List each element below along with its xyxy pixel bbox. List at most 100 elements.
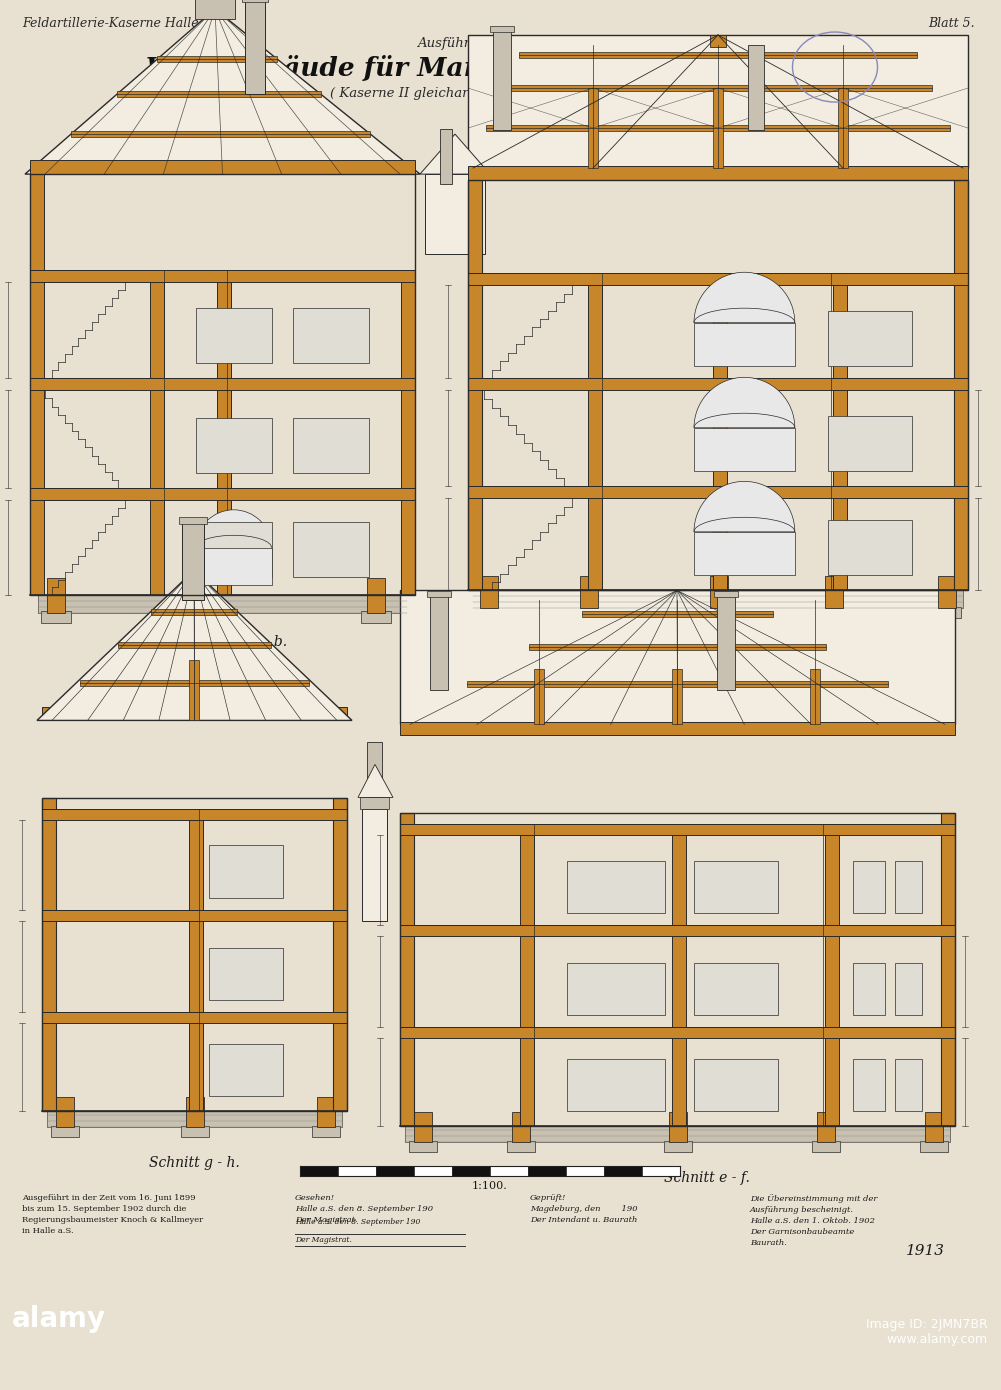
Bar xyxy=(30,174,44,595)
Bar xyxy=(245,0,265,95)
Bar xyxy=(401,270,415,595)
Bar xyxy=(694,428,795,471)
Bar xyxy=(820,607,848,619)
Bar xyxy=(400,723,955,735)
Bar xyxy=(189,660,199,720)
Bar xyxy=(710,35,726,47)
Text: Wohngebäude für Mannschaften (Kaserne VI.): Wohngebäude für Mannschaften (Kaserne VI… xyxy=(145,56,835,81)
Bar xyxy=(80,680,308,685)
Bar xyxy=(30,174,415,595)
Bar xyxy=(242,0,268,1)
Bar xyxy=(42,809,347,820)
Bar xyxy=(47,578,65,613)
Bar xyxy=(853,860,886,912)
Bar xyxy=(694,532,795,575)
Bar xyxy=(810,670,820,724)
Bar xyxy=(853,962,886,1015)
Text: Image ID: 2JMN7BR
www.alamy.com: Image ID: 2JMN7BR www.alamy.com xyxy=(866,1318,988,1346)
Bar xyxy=(400,813,414,1126)
Bar xyxy=(42,708,347,720)
Wedge shape xyxy=(694,272,795,322)
Bar xyxy=(853,1059,886,1111)
Bar xyxy=(196,418,271,473)
Bar xyxy=(293,418,369,473)
Bar xyxy=(176,612,206,623)
Bar xyxy=(312,1126,340,1137)
Bar xyxy=(895,962,922,1015)
Text: ( Kaserne II gleichartig. Kaserne I Spiegelbild.): ( Kaserne II gleichartig. Kaserne I Spie… xyxy=(330,88,650,100)
Bar xyxy=(895,860,922,912)
Bar xyxy=(838,88,848,168)
Bar xyxy=(604,1166,642,1176)
Bar xyxy=(694,322,795,366)
Bar xyxy=(400,591,955,724)
Text: Halle a.S. den 8. September 190: Halle a.S. den 8. September 190 xyxy=(295,1218,420,1226)
Bar xyxy=(56,1097,74,1127)
Bar xyxy=(42,798,56,1111)
Bar xyxy=(694,860,778,912)
Bar xyxy=(468,165,968,181)
Bar xyxy=(748,44,764,131)
Bar xyxy=(468,378,968,391)
Bar xyxy=(466,681,889,687)
Text: alamy: alamy xyxy=(12,1305,106,1333)
Bar xyxy=(452,1166,490,1176)
Bar xyxy=(672,824,686,1126)
Bar xyxy=(468,35,968,168)
Bar xyxy=(51,1126,79,1137)
Bar xyxy=(181,1126,209,1137)
Bar xyxy=(468,274,968,285)
Bar xyxy=(507,1141,535,1152)
Bar xyxy=(293,309,369,363)
Bar xyxy=(189,809,203,1111)
Bar xyxy=(400,813,955,1126)
Bar xyxy=(30,378,415,391)
Bar xyxy=(425,174,485,254)
Bar xyxy=(427,591,451,598)
Bar xyxy=(182,578,200,613)
Bar xyxy=(367,578,385,613)
Text: Schnitt e - f.: Schnitt e - f. xyxy=(664,1170,750,1184)
Bar xyxy=(209,948,283,999)
Bar xyxy=(568,962,666,1015)
Text: 1:100.: 1:100. xyxy=(472,1180,508,1191)
Bar xyxy=(468,181,968,591)
Bar xyxy=(588,88,598,168)
Text: 1913: 1913 xyxy=(906,1244,945,1258)
Bar xyxy=(414,1166,452,1176)
Bar xyxy=(486,125,950,131)
Bar xyxy=(30,160,415,174)
Bar xyxy=(895,1059,922,1111)
Bar xyxy=(520,824,534,1126)
Bar xyxy=(42,798,347,1111)
Bar xyxy=(196,523,271,577)
Bar xyxy=(493,31,511,131)
Bar xyxy=(817,1112,835,1141)
Bar xyxy=(400,1027,955,1037)
Wedge shape xyxy=(196,510,271,548)
Bar xyxy=(833,274,847,591)
Text: Blatt 5.: Blatt 5. xyxy=(928,17,975,31)
Bar xyxy=(30,488,415,500)
Bar xyxy=(933,607,961,619)
Bar xyxy=(361,612,391,623)
Bar xyxy=(490,26,514,32)
Bar xyxy=(473,591,963,609)
Text: Schnitt a - b.: Schnitt a - b. xyxy=(197,635,287,649)
Bar xyxy=(440,129,452,183)
Bar xyxy=(717,595,735,691)
Bar xyxy=(333,798,347,1111)
Bar xyxy=(71,131,370,138)
Text: Die Übereinstimmung mit der
Ausführung bescheinigt.
Halle a.S. den 1. Oktob. 190: Die Übereinstimmung mit der Ausführung b… xyxy=(750,1194,877,1247)
Bar xyxy=(582,612,773,617)
Bar xyxy=(157,56,277,63)
Bar xyxy=(941,813,955,1126)
Bar xyxy=(293,523,369,577)
Bar xyxy=(405,1126,950,1141)
Bar xyxy=(300,1166,338,1176)
Polygon shape xyxy=(358,765,393,798)
Bar xyxy=(713,274,727,591)
Bar xyxy=(468,181,482,591)
Bar xyxy=(566,1166,604,1176)
Bar xyxy=(468,486,968,498)
